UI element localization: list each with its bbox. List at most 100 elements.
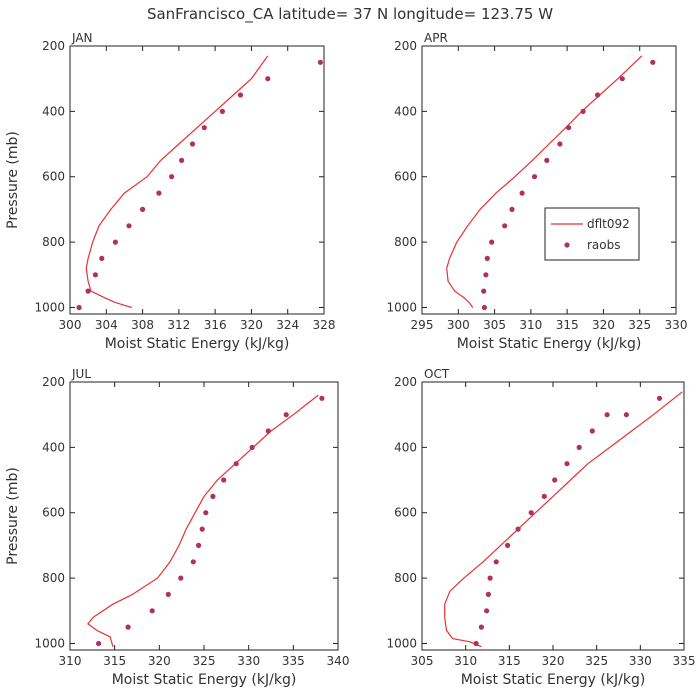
raobs-point (219, 108, 225, 114)
raobs-point (478, 624, 484, 630)
x-axis-label: Moist Static Energy (kJ/kg) (457, 336, 642, 352)
x-tick-label: 320 (148, 654, 171, 668)
raobs-point (604, 412, 610, 418)
series-line-dflt092 (446, 55, 643, 308)
legend: dflt092 raobs (544, 207, 640, 261)
raobs-point (221, 477, 227, 483)
x-tick-label: 330 (629, 654, 652, 668)
raobs-point (619, 76, 625, 82)
x-tick-label: 308 (131, 318, 154, 332)
y-tick-label: 600 (42, 170, 65, 184)
y-tick-label: 600 (394, 506, 417, 520)
x-tick-label: 310 (59, 654, 82, 668)
x-tick-label: 310 (519, 318, 542, 332)
panel-jul: JUL 310 315 320 325 330 335 340 200 400 600 800 1000… (5, 367, 349, 688)
x-tick-label: 320 (592, 318, 615, 332)
y-tick-label: 400 (394, 440, 417, 454)
y-axis-label: Pressure (mb) (5, 131, 21, 229)
panel-label: JUL (71, 367, 91, 381)
y-tick-label: 800 (394, 571, 417, 585)
raobs-point (199, 526, 205, 532)
panel-apr: APR 295 300 305 310 315 320 325 330 200 400 600 800 1… (386, 31, 687, 352)
raobs-point (149, 608, 155, 614)
raobs-point (317, 59, 323, 65)
raobs-point (580, 108, 586, 114)
raobs-point (595, 92, 601, 98)
legend-marker-swatch (564, 242, 570, 248)
raobs-point (189, 141, 196, 147)
plot-frame (421, 381, 685, 651)
x-axis-label: Moist Static Energy (kJ/kg) (461, 672, 646, 688)
raobs-point (76, 304, 82, 311)
raobs-point (576, 444, 582, 450)
legend-marker-label: raobs (587, 238, 621, 252)
x-tick-label: 300 (447, 318, 470, 332)
raobs-point (485, 591, 491, 598)
raobs-point (96, 640, 102, 647)
raobs-point (489, 239, 495, 245)
plot-frame (421, 45, 677, 315)
raobs-point (112, 239, 118, 245)
x-tick-label: 305 (483, 318, 506, 332)
raobs-point (566, 125, 572, 131)
x-tick-label: 330 (237, 654, 260, 668)
x-tick-label: 320 (542, 654, 565, 668)
y-tick-label: 600 (42, 506, 65, 520)
y-tick-label: 800 (42, 571, 65, 585)
raobs-point (126, 223, 132, 229)
series-line-dflt092 (85, 55, 269, 309)
y-tick-label: 200 (394, 39, 417, 53)
raobs-point (237, 92, 244, 98)
raobs-point (541, 493, 547, 499)
raobs-point (515, 526, 521, 532)
raobs-point (623, 412, 630, 418)
panel-label: OCT (424, 367, 450, 381)
y-tick-label: 600 (394, 170, 417, 184)
raobs-point (169, 174, 175, 180)
raobs-point (481, 288, 487, 294)
x-tick-label: 300 (59, 318, 82, 332)
y-tick-label: 1000 (34, 300, 65, 314)
x-tick-label: 325 (193, 654, 216, 668)
panel-label: JAN (71, 31, 93, 45)
y-tick-label: 200 (394, 375, 417, 389)
panel-label: APR (424, 31, 448, 45)
x-tick-label: 328 (313, 318, 336, 332)
raobs-point (484, 255, 490, 261)
y-tick-label: 400 (42, 104, 65, 118)
raobs-point (125, 624, 131, 630)
legend-line-label: dflt092 (587, 217, 630, 231)
raobs-point (493, 559, 499, 565)
raobs-point (487, 575, 493, 581)
x-tick-label: 304 (95, 318, 118, 332)
x-tick-label: 324 (276, 318, 299, 332)
x-tick-label: 312 (167, 318, 190, 332)
panel-oct: OCT 305 310 315 320 325 330 335 200 400 600 800 1000… (386, 367, 695, 688)
y-tick-label: 800 (42, 235, 65, 249)
raobs-point (519, 190, 525, 196)
raobs-point (483, 272, 489, 278)
raobs-point (210, 493, 216, 499)
raobs-point (165, 591, 171, 598)
raobs-point (190, 559, 196, 565)
y-tick-label: 200 (42, 375, 65, 389)
raobs-point (196, 542, 202, 549)
raobs-point (233, 461, 239, 467)
x-tick-label: 295 (411, 318, 434, 332)
x-tick-label: 305 (411, 654, 434, 668)
panel-jan: JAN 300 304 308 312 316 320 324 328 200 400 600 800 1… (5, 31, 335, 352)
x-tick-label: 310 (454, 654, 477, 668)
y-tick-label: 800 (394, 235, 417, 249)
series-line-dflt092 (87, 394, 319, 647)
raobs-point (92, 272, 98, 278)
y-tick-label: 400 (394, 104, 417, 118)
plot-frame (69, 381, 339, 651)
raobs-point (481, 304, 487, 311)
raobs-point (178, 575, 184, 581)
x-tick-label: 340 (327, 654, 350, 668)
raobs-point (249, 444, 255, 450)
x-tick-label: 315 (103, 654, 126, 668)
raobs-point (85, 288, 91, 294)
series-line-dflt092 (444, 391, 683, 648)
raobs-point (201, 125, 207, 131)
